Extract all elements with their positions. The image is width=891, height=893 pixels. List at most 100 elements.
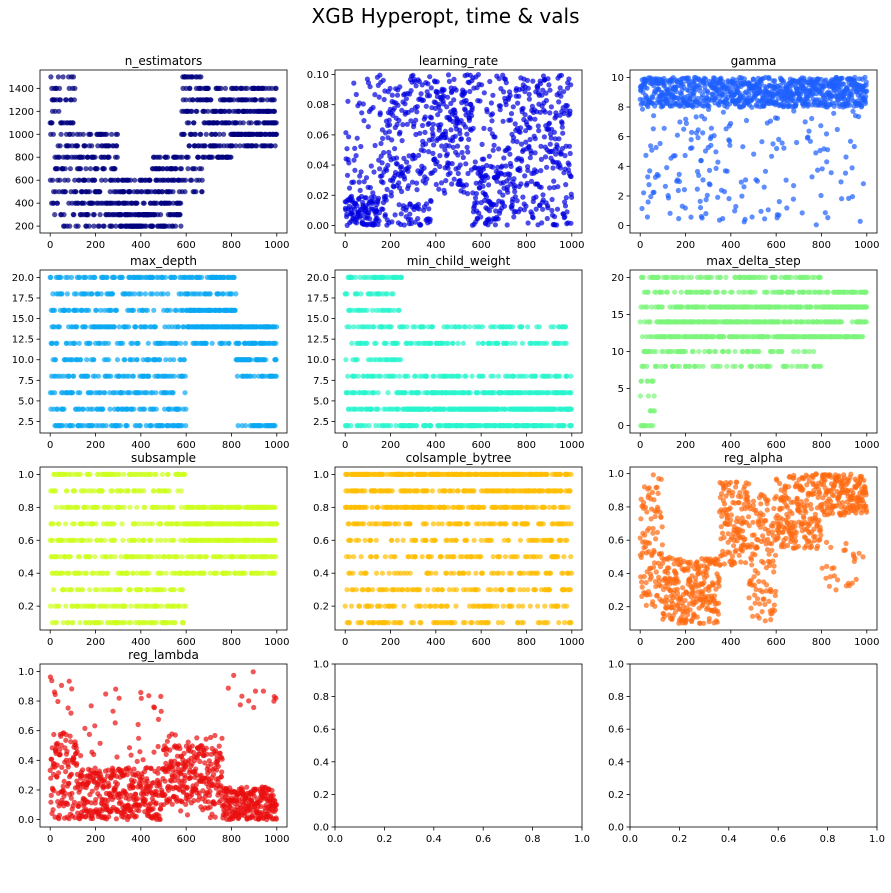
data-point [68, 274, 75, 280]
data-point [157, 154, 163, 160]
data-point [445, 72, 452, 78]
data-point [706, 167, 713, 173]
data-point [48, 274, 54, 280]
data-point [847, 138, 854, 144]
data-point [414, 187, 420, 193]
data-point [519, 340, 526, 346]
data-point [351, 80, 357, 86]
data-point [651, 189, 657, 195]
data-point [644, 214, 651, 220]
data-point [77, 390, 83, 396]
data-point [511, 214, 517, 220]
data-point [57, 177, 63, 183]
data-point [165, 291, 171, 297]
data-point [345, 98, 351, 104]
data-point [48, 74, 54, 80]
data-point [564, 209, 570, 215]
data-point [372, 142, 378, 149]
data-point [378, 140, 384, 147]
data-point [404, 159, 410, 165]
data-point [95, 143, 101, 149]
data-point [441, 87, 447, 93]
data-point [78, 166, 84, 172]
x-tick-label: 400 [131, 440, 150, 451]
x-tick-label: 400 [426, 240, 445, 251]
data-point [432, 167, 438, 173]
data-point [445, 165, 451, 171]
data-point [562, 214, 568, 220]
data-point [87, 166, 94, 172]
data-point [700, 130, 706, 136]
data-point [665, 195, 672, 201]
data-point [240, 120, 246, 126]
data-point [273, 373, 279, 379]
data-point [543, 97, 550, 104]
data-point [408, 340, 414, 346]
data-point [102, 177, 109, 183]
data-point [825, 147, 831, 153]
data-point [566, 143, 573, 149]
data-point [344, 172, 351, 178]
data-point [162, 274, 169, 280]
data-point [208, 97, 214, 103]
data-point [364, 340, 370, 346]
data-point [376, 94, 382, 100]
data-point [420, 97, 426, 103]
data-point [702, 116, 708, 122]
data-point [728, 120, 734, 127]
data-point [387, 423, 394, 429]
data-point [178, 200, 184, 206]
data-point [819, 166, 825, 172]
data-point [552, 214, 558, 220]
data-point [413, 117, 419, 123]
data-point [154, 200, 160, 206]
data-point [823, 131, 830, 137]
data-point [66, 307, 72, 313]
data-point [397, 357, 404, 363]
data-point [662, 183, 669, 189]
data-point [346, 324, 352, 330]
data-point [536, 324, 543, 330]
y-tick-label: 1000 [9, 130, 34, 141]
data-point [160, 189, 166, 195]
data-point [109, 131, 115, 137]
data-point [436, 101, 442, 108]
data-point [92, 274, 98, 280]
data-point [75, 223, 81, 229]
data-point [274, 324, 280, 330]
data-point [523, 203, 529, 209]
data-point [539, 220, 545, 226]
data-point [501, 89, 507, 95]
data-point [514, 139, 520, 145]
data-point [131, 307, 137, 313]
data-point [447, 170, 453, 176]
data-point [92, 177, 98, 183]
data-point [402, 101, 408, 107]
data-point [354, 135, 360, 141]
data-point [358, 291, 364, 297]
data-point [387, 122, 393, 128]
data-point [733, 203, 739, 210]
data-point [86, 307, 92, 313]
data-point [651, 113, 657, 119]
data-point [547, 141, 553, 147]
data-point [56, 154, 62, 160]
data-point [849, 165, 855, 171]
data-point [548, 104, 555, 110]
data-point [119, 274, 125, 280]
data-point [141, 406, 148, 412]
data-point [146, 373, 152, 379]
data-point [742, 216, 748, 222]
data-point [758, 208, 764, 214]
data-point [751, 151, 757, 157]
data-point [133, 324, 139, 330]
data-point [508, 111, 515, 117]
x-tick-label: 0 [637, 240, 643, 251]
y-tick-label: 8 [618, 103, 624, 114]
data-point [145, 340, 151, 346]
data-point [58, 131, 64, 137]
data-point [178, 166, 184, 172]
data-point [506, 146, 512, 152]
data-point [273, 357, 279, 363]
data-point [178, 223, 184, 229]
